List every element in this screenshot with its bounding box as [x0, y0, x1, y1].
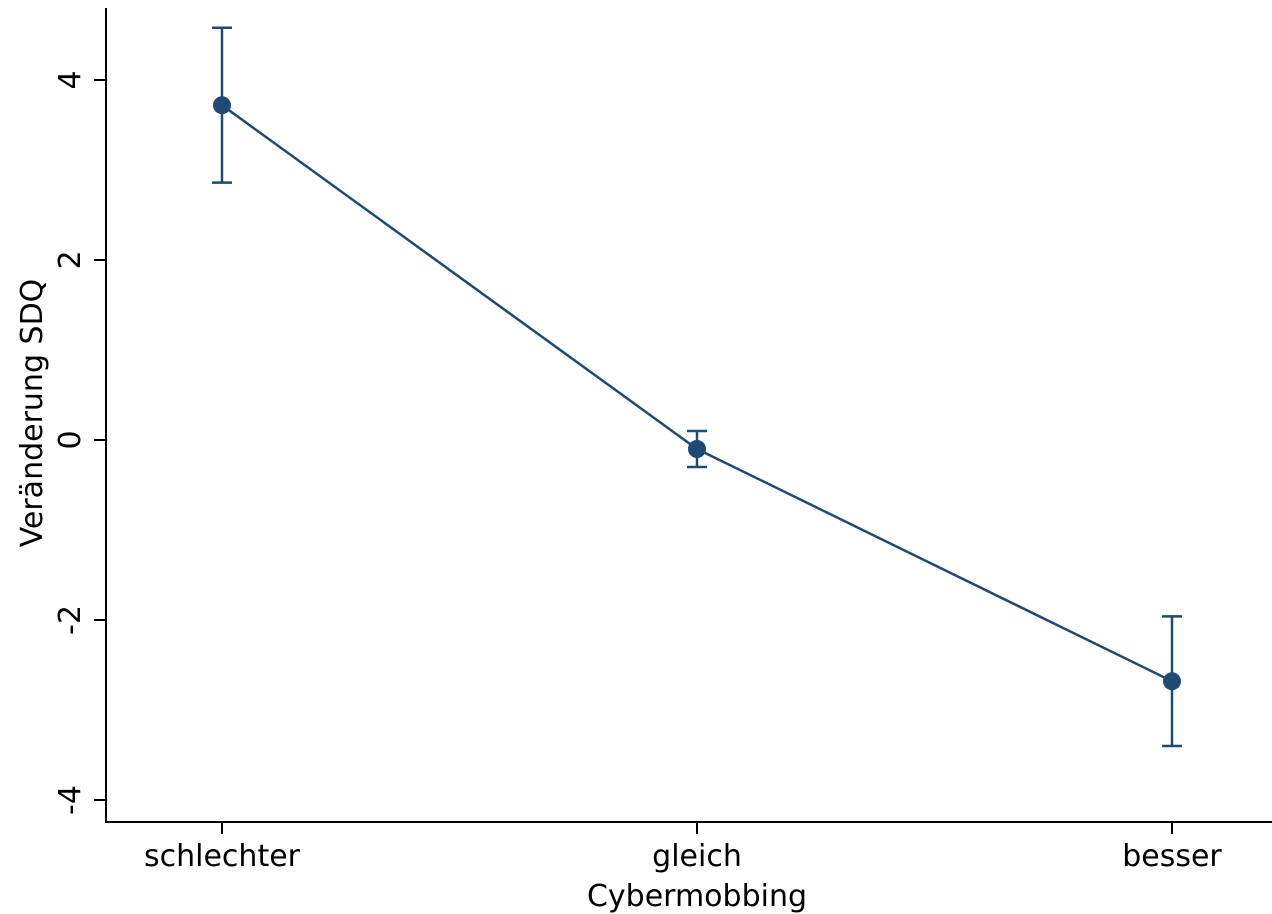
y-tick-label: 0 [53, 430, 88, 449]
data-points [213, 96, 1181, 691]
x-axis-title: Cybermobbing [587, 879, 807, 914]
y-tick-label: 2 [53, 250, 88, 269]
error-bars [212, 26, 1182, 748]
series-line [221, 104, 1173, 683]
data-point [1163, 672, 1181, 691]
y-tick-label: -2 [53, 605, 88, 635]
x-tick-label: schlechter [144, 839, 301, 874]
x-ticks: schlechter gleich besser [144, 822, 1222, 874]
x-tick-label: besser [1122, 839, 1222, 874]
y-ticks: 4 2 0 -2 -4 [53, 70, 106, 815]
data-point [688, 440, 706, 458]
data-point [213, 96, 231, 115]
series-lines [221, 104, 1173, 683]
x-tick-label: gleich [652, 839, 742, 874]
y-axis-title: Veränderung SDQ [15, 279, 50, 548]
y-tick-label: -4 [53, 785, 88, 815]
y-tick-label: 4 [53, 70, 88, 89]
axes [105, 8, 1272, 823]
